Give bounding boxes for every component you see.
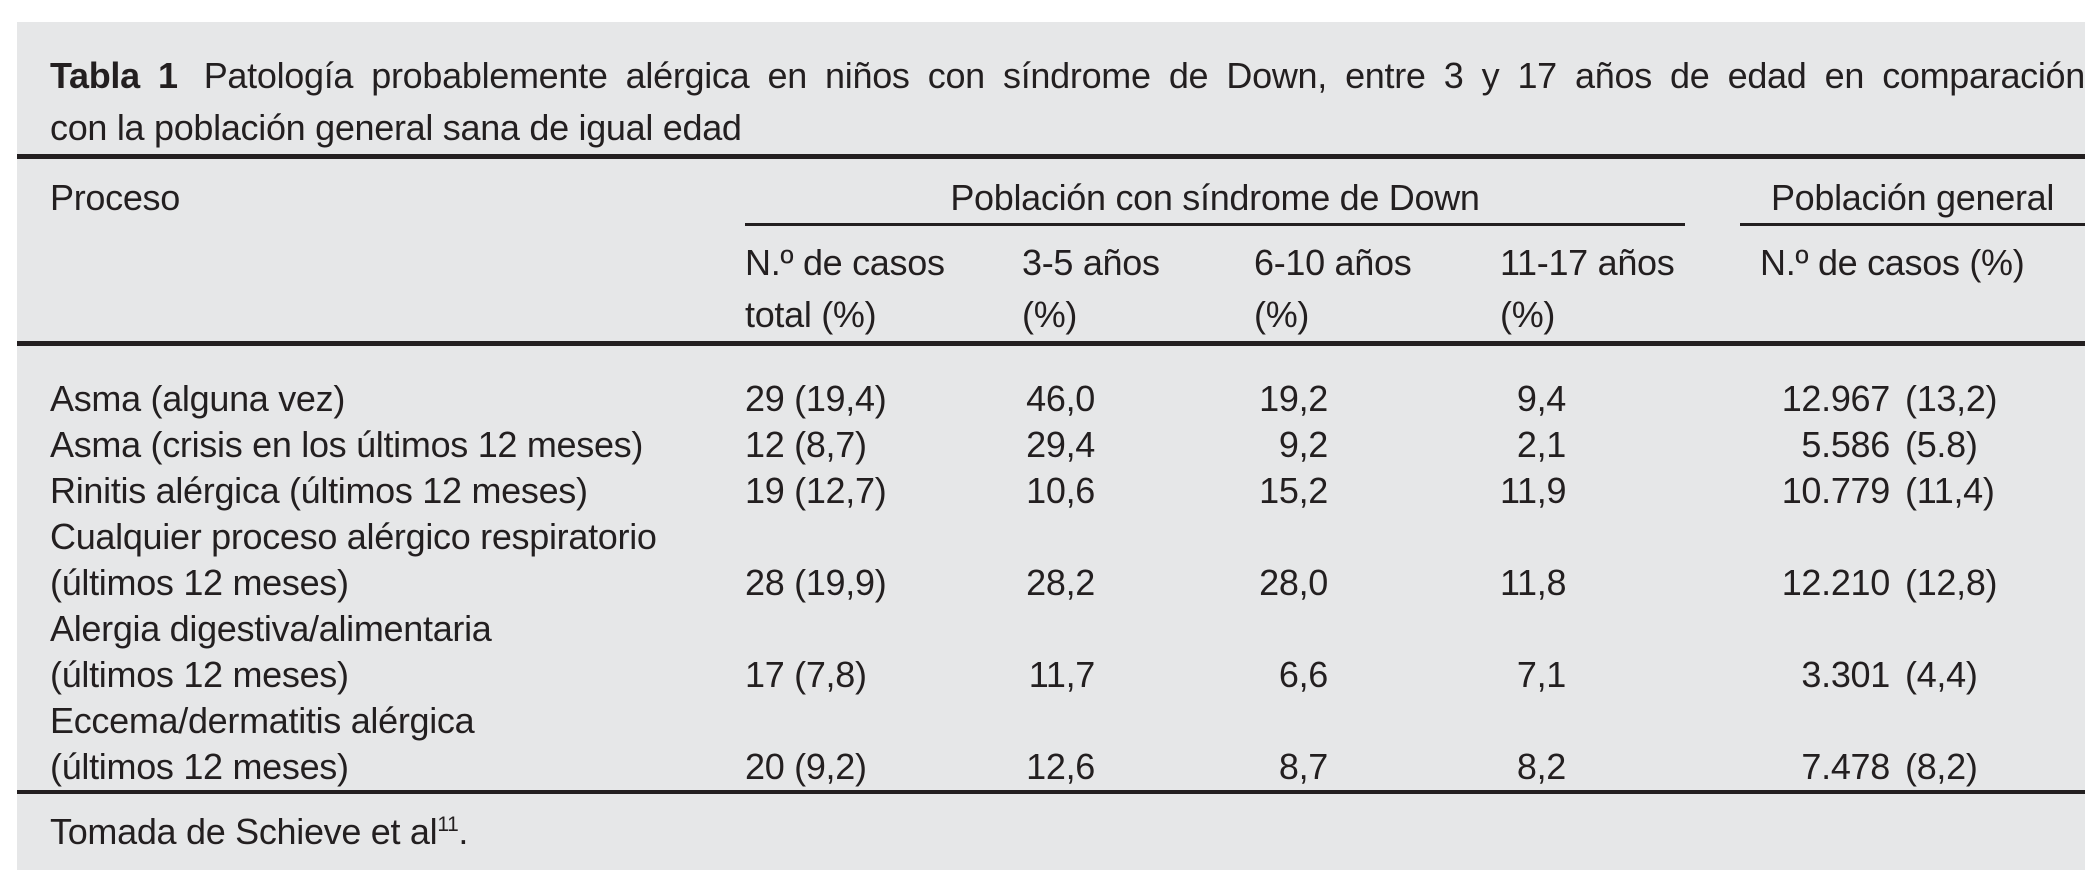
cell-process-line2: (últimos 12 meses): [50, 746, 349, 787]
footnote-text: Tomada de Schieve et al: [50, 811, 438, 852]
table-number: Tabla 1: [50, 55, 178, 96]
table-panel: Tabla 1 Patología probablemente alérgica …: [17, 22, 2085, 870]
col-header-age-11-17-line1: 11-17 años: [1500, 242, 1675, 283]
general-cases-percent: (5.8): [1905, 424, 1978, 465]
col-header-cases-total: N.º de casos total (%): [745, 237, 1022, 341]
cell-cases-total: 17 (7,8): [745, 654, 867, 695]
table-row: Alergia digestiva/alimentaria (últimos 1…: [50, 606, 2085, 698]
cell-general-cases: 12.210 (12,8): [1740, 560, 2085, 606]
row-line: Asma (alguna vez) 29 (19,4) 46,0 19,2 9,…: [50, 376, 2085, 422]
col-header-age-11-17: 11-17 años (%): [1500, 237, 1685, 341]
row-line: Eccema/dermatitis alérgica: [50, 698, 2085, 744]
cell-cases-total: 20 (9,2): [745, 746, 867, 787]
row-line: (últimos 12 meses) 28 (19,9) 28,2 28,0 1…: [50, 560, 2085, 606]
cell-general-cases: 7.478 (8,2): [1740, 744, 2085, 790]
col-header-age-6-10-line1: 6-10 años: [1254, 242, 1412, 283]
group-header-general-population: Población general: [1740, 173, 2085, 226]
col-header-general-cases: N.º de casos (%): [1740, 237, 2085, 341]
cell-age-11-17: 7,1: [1516, 654, 1566, 695]
table-row: Rinitis alérgica (últimos 12 meses) 19 (…: [50, 468, 2085, 514]
cell-age-11-17: 8,2: [1516, 746, 1566, 787]
cell-age-3-5: 46,0: [1026, 378, 1095, 419]
cell-age-3-5: 28,2: [1026, 562, 1095, 603]
cell-age-6-10: 28,0: [1259, 562, 1328, 603]
general-cases-count: 3.301: [1801, 654, 1890, 695]
cell-cases-total: 28 (19,9): [745, 562, 887, 603]
group-header-down-syndrome: Población con síndrome de Down: [745, 173, 1685, 226]
cell-age-6-10: 8,7: [1278, 746, 1328, 787]
row-line: Alergia digestiva/alimentaria: [50, 606, 2085, 652]
table-row: Asma (alguna vez) 29 (19,4) 46,0 19,2 9,…: [50, 376, 2085, 422]
general-cases-count: 7.478: [1801, 746, 1890, 787]
cell-age-3-5: 11,7: [1028, 654, 1096, 695]
cell-age-6-10: 9,2: [1278, 424, 1328, 465]
general-cases-count: 12.210: [1781, 562, 1891, 603]
general-cases-percent: (13,2): [1905, 378, 1998, 419]
cell-age-11-17: 11,9: [1500, 470, 1567, 511]
cell-process: Asma (alguna vez): [50, 378, 346, 419]
table-row: Eccema/dermatitis alérgica (últimos 12 m…: [50, 698, 2085, 790]
footnote-reference-number: 11: [437, 813, 459, 836]
col-header-proceso: Proceso: [50, 177, 180, 218]
cell-general-cases: 10.779 (11,4): [1740, 468, 2085, 514]
cell-cases-total: 19 (12,7): [745, 470, 887, 511]
col-header-age-3-5-line2: (%): [1022, 294, 1078, 335]
cell-age-3-5: 29,4: [1026, 424, 1095, 465]
subheader-spacer: [50, 237, 745, 341]
row-line: Asma (crisis en los últimos 12 meses) 12…: [50, 422, 2085, 468]
general-cases-count: 5.586: [1801, 424, 1890, 465]
col-header-age-3-5-line1: 3-5 años: [1022, 242, 1160, 283]
cell-cases-total: 12 (8,7): [745, 424, 867, 465]
cell-age-11-17: 2,1: [1516, 424, 1566, 465]
general-cases-count: 12.967: [1781, 378, 1891, 419]
table-row: Asma (crisis en los últimos 12 meses) 12…: [50, 422, 2085, 468]
cell-age-6-10: 6,6: [1278, 654, 1328, 695]
cell-general-cases: 5.586 (5.8): [1740, 422, 2085, 468]
row-line: (últimos 12 meses) 20 (9,2) 12,6 8,7 8,2…: [50, 744, 2085, 790]
header-row-groups: Proceso Población con síndrome de Down P…: [50, 159, 2085, 226]
cell-process: Asma (crisis en los últimos 12 meses): [50, 424, 644, 465]
col-header-age-11-17-line2: (%): [1500, 294, 1556, 335]
cell-age-3-5: 10,6: [1026, 470, 1095, 511]
header-subrow-wrap: N.º de casos total (%) 3-5 años (%) 6-10…: [17, 226, 2085, 346]
col-header-age-3-5: 3-5 años (%): [1022, 237, 1254, 341]
cell-age-6-10: 19,2: [1259, 378, 1328, 419]
cell-cases-total: 29 (19,4): [745, 378, 887, 419]
cell-process: Rinitis alérgica (últimos 12 meses): [50, 470, 588, 511]
cell-process-line1: Alergia digestiva/alimentaria: [50, 608, 492, 649]
general-cases-percent: (4,4): [1905, 654, 1978, 695]
col-header-general-cases-line1: N.º de casos (%): [1760, 242, 2025, 283]
cell-age-11-17: 9,4: [1516, 378, 1566, 419]
row-line: Cualquier proceso alérgico respiratorio: [50, 514, 2085, 560]
table-footnote: Tomada de Schieve et al11.: [17, 790, 2085, 855]
header-row-subcolumns: N.º de casos total (%) 3-5 años (%) 6-10…: [50, 226, 2085, 341]
table-caption: Tabla 1 Patología probablemente alérgica …: [50, 22, 2085, 154]
cell-process-line1: Eccema/dermatitis alérgica: [50, 700, 475, 741]
caption-text-1: Patología probablemente alérgica en niño…: [203, 55, 2086, 96]
cell-general-cases: 12.967 (13,2): [1740, 376, 2085, 422]
caption-line-1: Tabla 1 Patología probablemente alérgica …: [50, 50, 2085, 102]
cell-age-6-10: 15,2: [1259, 470, 1328, 511]
row-line: Rinitis alérgica (últimos 12 meses) 19 (…: [50, 468, 2085, 514]
general-cases-count: 10.779: [1781, 470, 1891, 511]
rule-below-caption: [17, 154, 2085, 159]
cell-process-line2: (últimos 12 meses): [50, 562, 349, 603]
col-header-age-6-10-line2: (%): [1254, 294, 1310, 335]
row-line: (últimos 12 meses) 17 (7,8) 11,7 6,6 7,1…: [50, 652, 2085, 698]
cell-process-line1: Cualquier proceso alérgico respiratorio: [50, 516, 657, 557]
col-header-cases-total-line1: N.º de casos: [745, 242, 945, 283]
caption-line-2: con la población general sana de igual e…: [50, 107, 742, 148]
col-header-cases-total-line2: total (%): [745, 294, 877, 335]
table-row: Cualquier proceso alérgico respiratorio …: [50, 514, 2085, 606]
footnote-period: .: [458, 811, 469, 852]
cell-age-11-17: 11,8: [1500, 562, 1567, 603]
general-cases-percent: (8,2): [1905, 746, 1978, 787]
col-header-age-6-10: 6-10 años (%): [1254, 237, 1500, 341]
table-body: Asma (alguna vez) 29 (19,4) 46,0 19,2 9,…: [50, 346, 2085, 790]
cell-general-cases: 3.301 (4,4): [1740, 652, 2085, 698]
cell-age-3-5: 12,6: [1026, 746, 1095, 787]
general-cases-percent: (11,4): [1905, 470, 1995, 511]
cell-process-line2: (últimos 12 meses): [50, 654, 349, 695]
general-cases-percent: (12,8): [1905, 562, 1998, 603]
